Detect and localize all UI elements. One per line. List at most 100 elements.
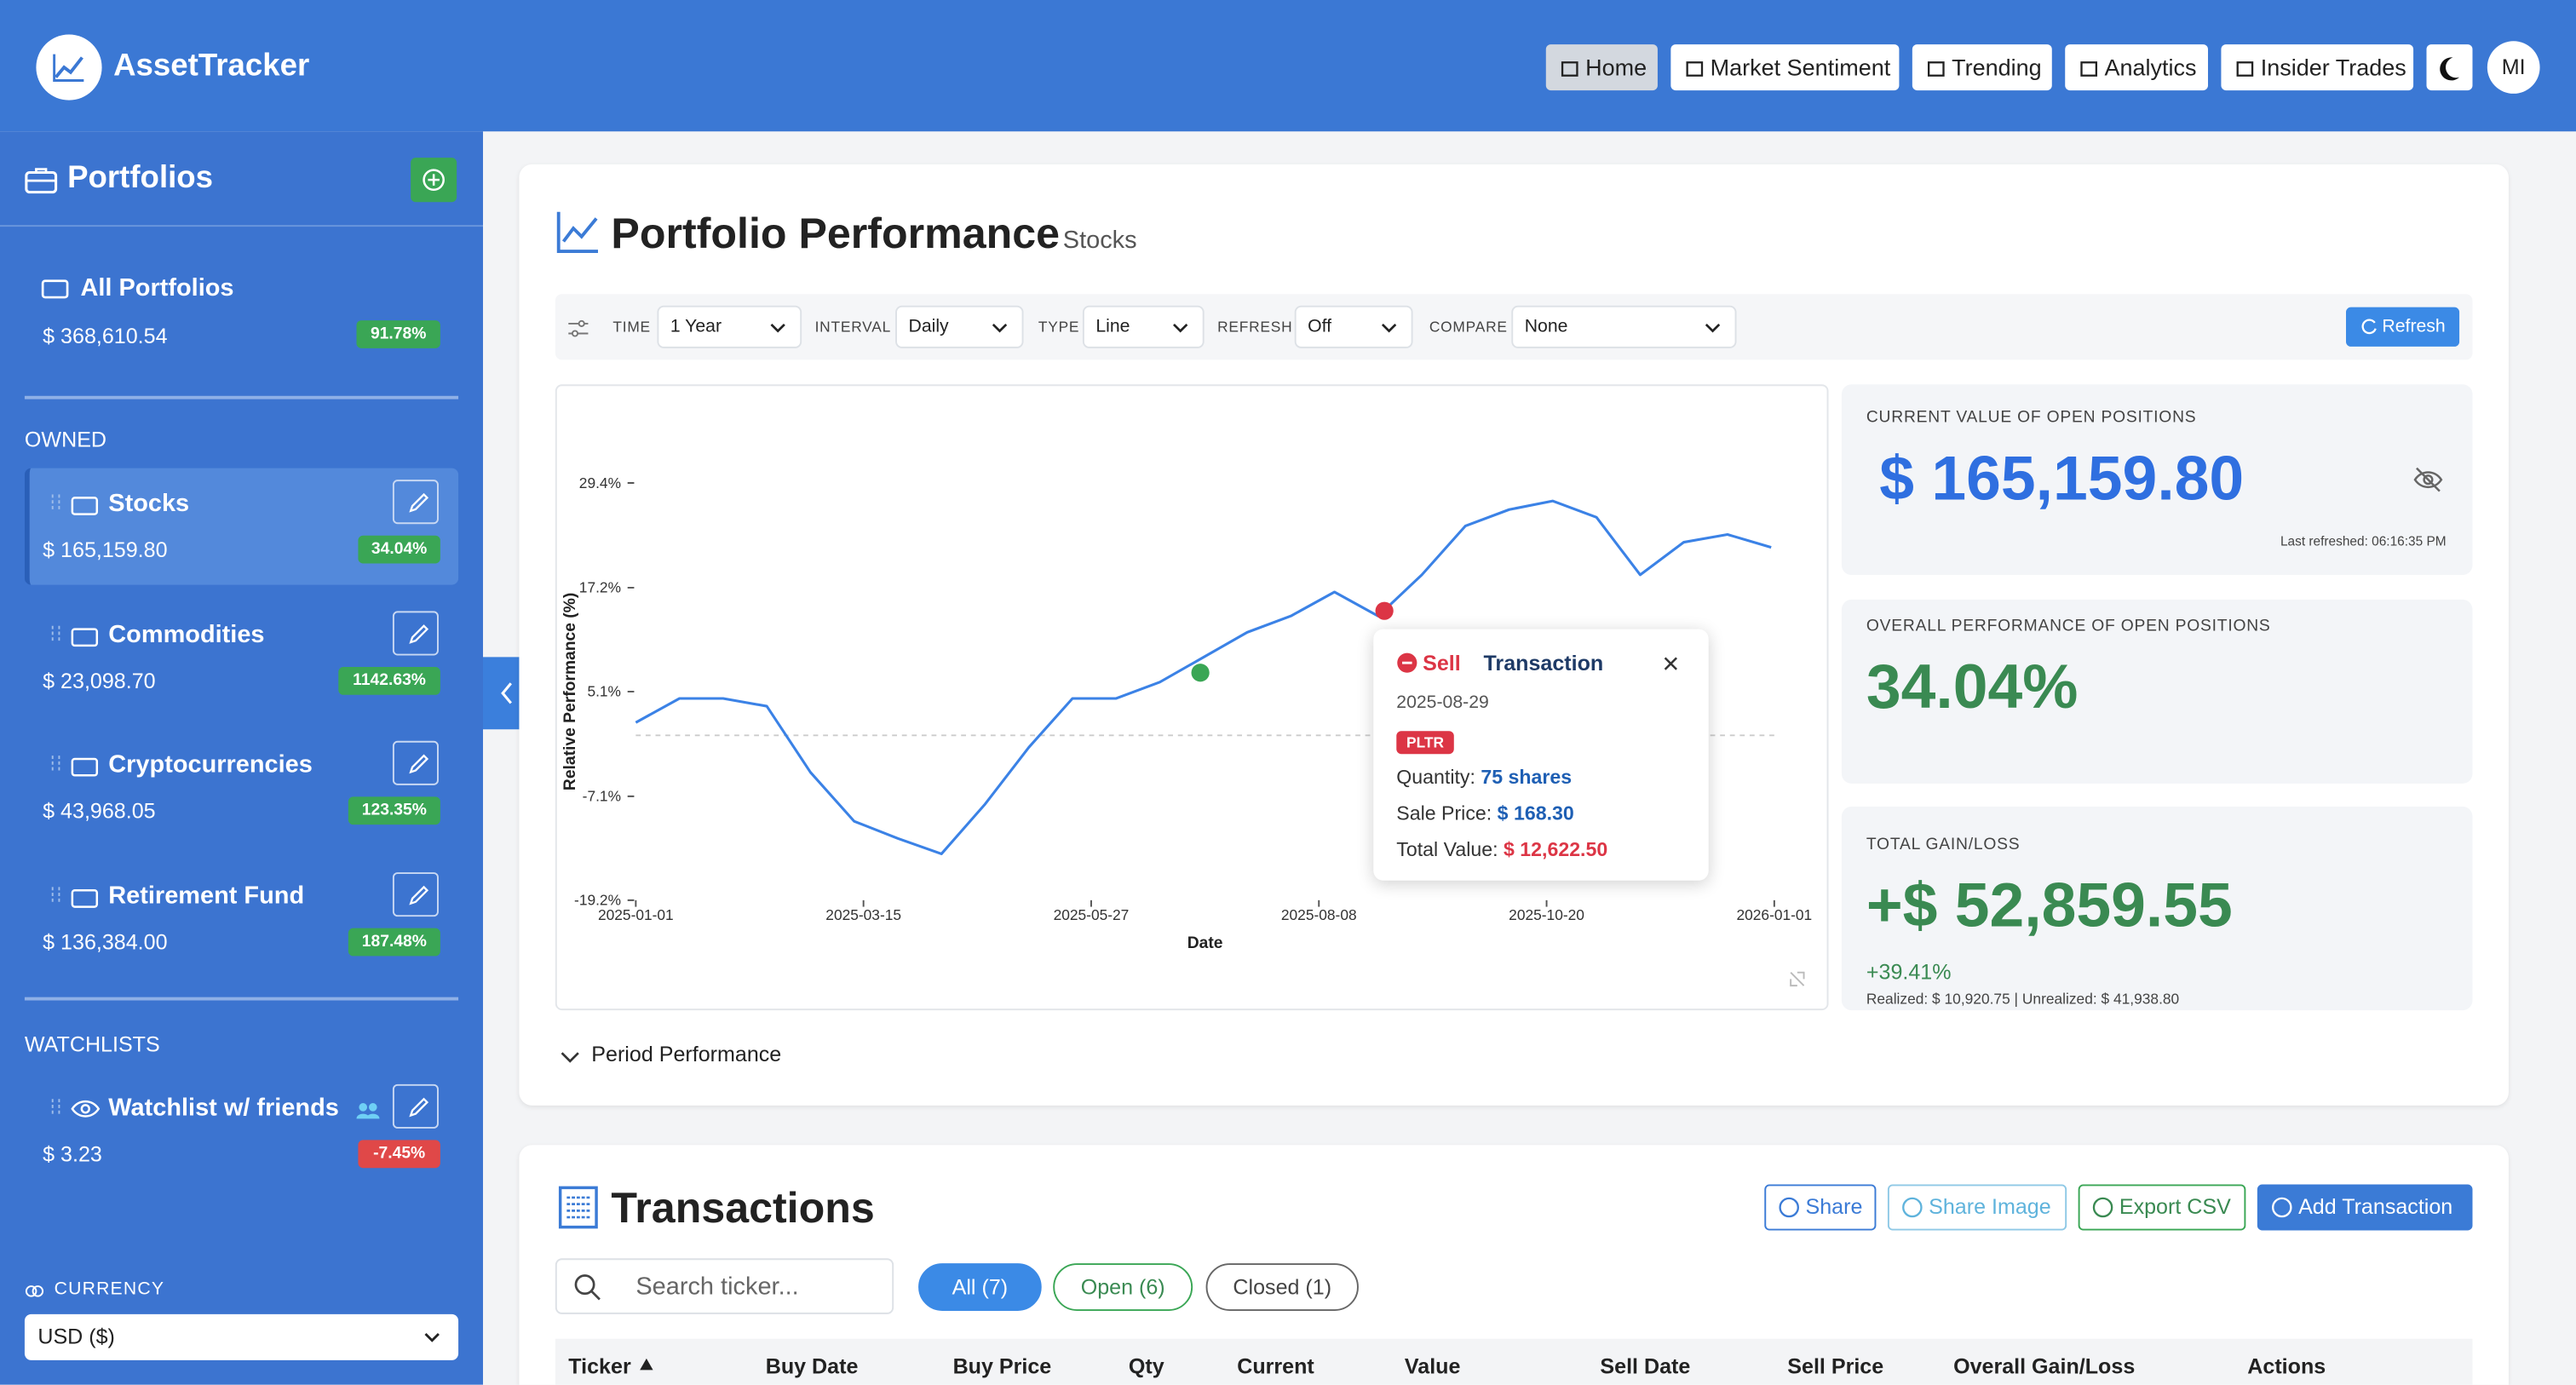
brand[interactable]: AssetTracker [113, 49, 310, 84]
column-header[interactable]: Ticker [568, 1353, 631, 1379]
portfolio-name[interactable]: Commodities [108, 620, 265, 648]
column-header[interactable]: Current [1237, 1353, 1314, 1379]
currency-value: USD ($) [37, 1324, 115, 1349]
x-tick-label: 2025-08-08 [1281, 906, 1357, 923]
stat-label: OVERALL PERFORMANCE OF OPEN POSITIONS [1866, 618, 2271, 636]
control-label: TYPE [1038, 319, 1080, 336]
column-header[interactable]: Sell Date [1600, 1353, 1691, 1379]
portfolio-name[interactable]: Retirement Fund [108, 881, 305, 910]
filter-pill[interactable]: Closed (1) [1205, 1263, 1359, 1311]
action-button[interactable]: Add Transaction [2257, 1184, 2473, 1231]
period-toggle[interactable]: Period Performance [591, 1041, 782, 1066]
button-label: Refresh [2382, 317, 2446, 337]
control-select[interactable]: 1 Year [657, 305, 802, 348]
control-value: Off [1308, 317, 1332, 337]
stat-card [1841, 806, 2473, 1011]
edit-button[interactable] [392, 740, 439, 785]
portfolio-name[interactable]: Cryptocurrencies [108, 750, 313, 779]
icon [561, 1045, 580, 1075]
drag-handle[interactable] [49, 752, 62, 784]
section-label: WATCHLISTS [24, 1032, 160, 1057]
hide-toggle[interactable] [2412, 465, 2445, 495]
close[interactable] [1663, 655, 1679, 671]
nav-button[interactable]: Analytics [2065, 44, 2208, 91]
control-select[interactable]: None [1511, 305, 1737, 348]
control-value: Line [1095, 317, 1130, 337]
label: Sale Price: [1396, 802, 1492, 825]
x-tick-label: 2025-01-01 [598, 906, 674, 923]
active-item [24, 468, 459, 585]
nav-button[interactable]: Trending [1912, 44, 2052, 91]
stat-label: CURRENT VALUE OF OPEN POSITIONS [1866, 409, 2197, 428]
portfolio-value: $ 136,384.00 [43, 928, 168, 954]
column-header[interactable]: Overall Gain/Loss [1953, 1353, 2136, 1379]
nav-button[interactable]: Insider Trades [2221, 44, 2414, 91]
portfolio-value: $ 43,968.05 [43, 798, 156, 824]
portfolio-name[interactable]: Watchlist w/ friends [108, 1094, 339, 1123]
icon [566, 317, 589, 347]
column-header[interactable]: Buy Date [765, 1353, 859, 1379]
section-label: OWNED [24, 427, 107, 452]
column-header[interactable]: Sell Price [1787, 1353, 1884, 1379]
edit-button[interactable] [392, 1083, 439, 1129]
drag-handle[interactable] [49, 622, 62, 653]
icon [71, 493, 101, 525]
currency-select[interactable]: USD ($) [24, 1313, 459, 1360]
column-header[interactable]: Buy Price [952, 1353, 1052, 1379]
drag-handle[interactable] [49, 883, 62, 915]
nav-button[interactable]: Home [1545, 44, 1658, 91]
stat-value: +$ 52,859.55 [1866, 872, 2233, 942]
icon [41, 274, 71, 309]
column-header[interactable]: Qty [1128, 1353, 1164, 1379]
control-select[interactable]: Daily [895, 305, 1024, 348]
shared-icon [355, 1099, 382, 1129]
section-title: Portfolio Performance [611, 208, 1061, 258]
change-badge: 1142.63% [338, 666, 440, 694]
label: Total Value: [1396, 837, 1498, 861]
performance-line [635, 499, 1772, 855]
value: $ 12,622.50 [1503, 837, 1608, 861]
portfolio-name[interactable]: All Portfolios [80, 274, 234, 302]
change-badge: 187.48% [348, 927, 440, 956]
avatar[interactable]: MI [2487, 41, 2540, 94]
control-select[interactable]: Off [1294, 305, 1413, 348]
button-label: Share [1805, 1194, 1863, 1219]
control-value: Daily [908, 317, 949, 337]
action-button[interactable]: Share Image [1887, 1184, 2067, 1231]
nav-label: Insider Trades [2260, 54, 2406, 81]
edit-button[interactable] [392, 610, 439, 655]
divider [24, 997, 459, 1001]
theme-toggle[interactable] [2426, 44, 2473, 91]
column-header[interactable]: Actions [2247, 1353, 2326, 1379]
value: 75 shares [1481, 765, 1573, 789]
icon [558, 1186, 598, 1237]
action-button[interactable]: Share [1764, 1184, 1877, 1231]
resize-icon [1790, 971, 1805, 987]
stat-card [1841, 384, 2473, 575]
x-tick-label: 2025-10-20 [1509, 906, 1584, 923]
control-label: TIME [612, 319, 651, 336]
filter-pill[interactable]: All (7) [918, 1263, 1042, 1311]
drag-handle[interactable] [49, 1095, 62, 1127]
nav-button[interactable]: Market Sentiment [1670, 44, 1900, 91]
control-select[interactable]: Line [1082, 305, 1205, 348]
y-tick-label: 29.4% [579, 474, 621, 491]
sort-indicator[interactable] [639, 1357, 653, 1371]
add-portfolio[interactable] [411, 158, 457, 203]
drag-handle[interactable] [49, 491, 62, 523]
action-button[interactable]: Export CSV [2078, 1184, 2246, 1231]
column-header[interactable]: Value [1404, 1353, 1461, 1379]
logo[interactable] [36, 34, 102, 101]
y-tick-label: 17.2% [579, 579, 621, 596]
table-header [555, 1338, 2473, 1385]
portfolio-value: $ 368,610.54 [43, 323, 168, 348]
search-box[interactable]: Search ticker... [555, 1258, 894, 1314]
nav-label: Market Sentiment [1710, 54, 1891, 81]
portfolio-name[interactable]: Stocks [108, 489, 190, 518]
icon [71, 624, 101, 655]
edit-button[interactable] [392, 480, 439, 525]
filter-pill[interactable]: Open (6) [1053, 1263, 1193, 1311]
icon [23, 164, 59, 205]
refresh-button[interactable]: Refresh [2345, 307, 2460, 347]
edit-button[interactable] [392, 871, 439, 917]
